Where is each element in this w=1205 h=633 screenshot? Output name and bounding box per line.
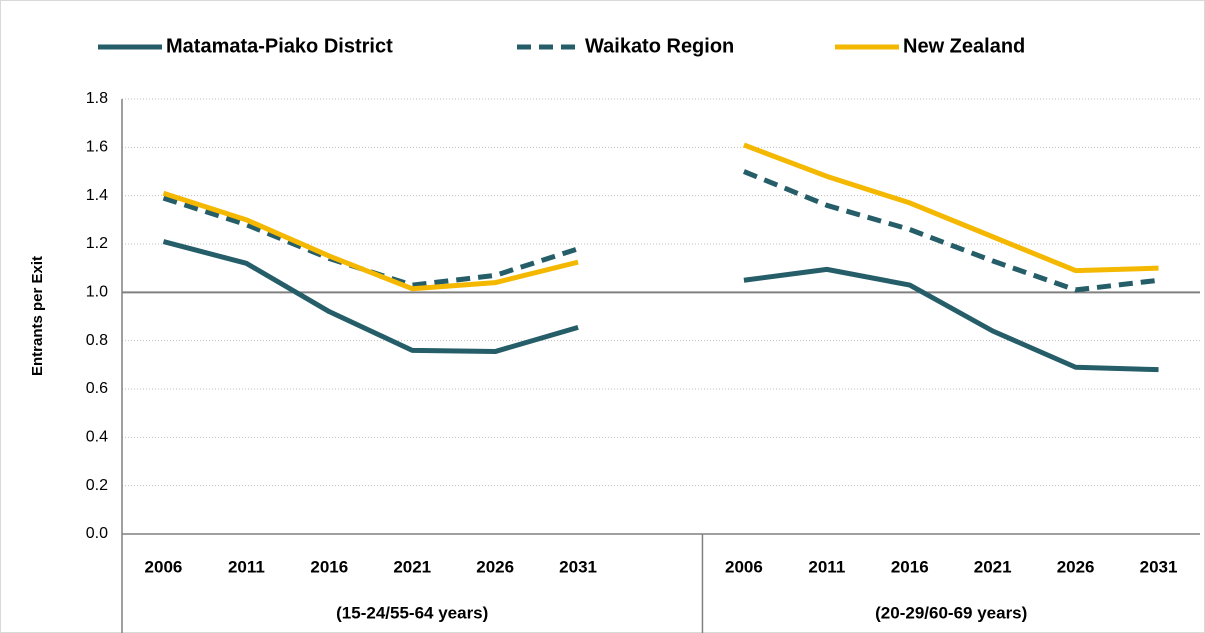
x-tick-label: 2021 (974, 557, 1012, 576)
legend-label: Matamata-Piako District (166, 35, 393, 57)
y-tick-label: 1.6 (86, 139, 108, 156)
x-tick-label: 2016 (891, 557, 929, 576)
x-tick-label: 2006 (725, 557, 763, 576)
y-tick-label: 1.0 (86, 284, 108, 301)
x-tick-label: 2006 (145, 557, 183, 576)
y-tick-label: 1.2 (86, 235, 108, 252)
x-tick-label: 2031 (559, 557, 597, 576)
x-tick-label: 2016 (310, 557, 348, 576)
y-axis-label: Entrants per Exit (29, 256, 46, 376)
x-tick-label: 2031 (1140, 557, 1178, 576)
x-tick-label: 2011 (808, 557, 845, 576)
series-line (162, 142, 1159, 292)
y-tick-label: 0.8 (86, 332, 108, 349)
group-label: (15-24/55-64 years) (336, 603, 488, 622)
x-tick-label: 2021 (393, 557, 431, 576)
y-tick-label: 0.2 (86, 477, 108, 494)
group-label: (20-29/60-69 years) (875, 603, 1027, 622)
y-tick-label: 1.8 (86, 90, 108, 107)
x-tick-label: 2026 (1057, 557, 1095, 576)
series-line (162, 239, 1159, 373)
x-tick-label: 2011 (228, 557, 265, 576)
y-tick-label: 1.4 (86, 187, 108, 204)
legend-label: New Zealand (903, 35, 1025, 57)
x-tick-label: 2026 (476, 557, 514, 576)
y-tick-label: 0.0 (86, 525, 108, 542)
y-tick-label: 0.4 (86, 429, 108, 446)
legend-label: Waikato Region (585, 35, 734, 57)
y-tick-label: 0.6 (86, 380, 108, 397)
